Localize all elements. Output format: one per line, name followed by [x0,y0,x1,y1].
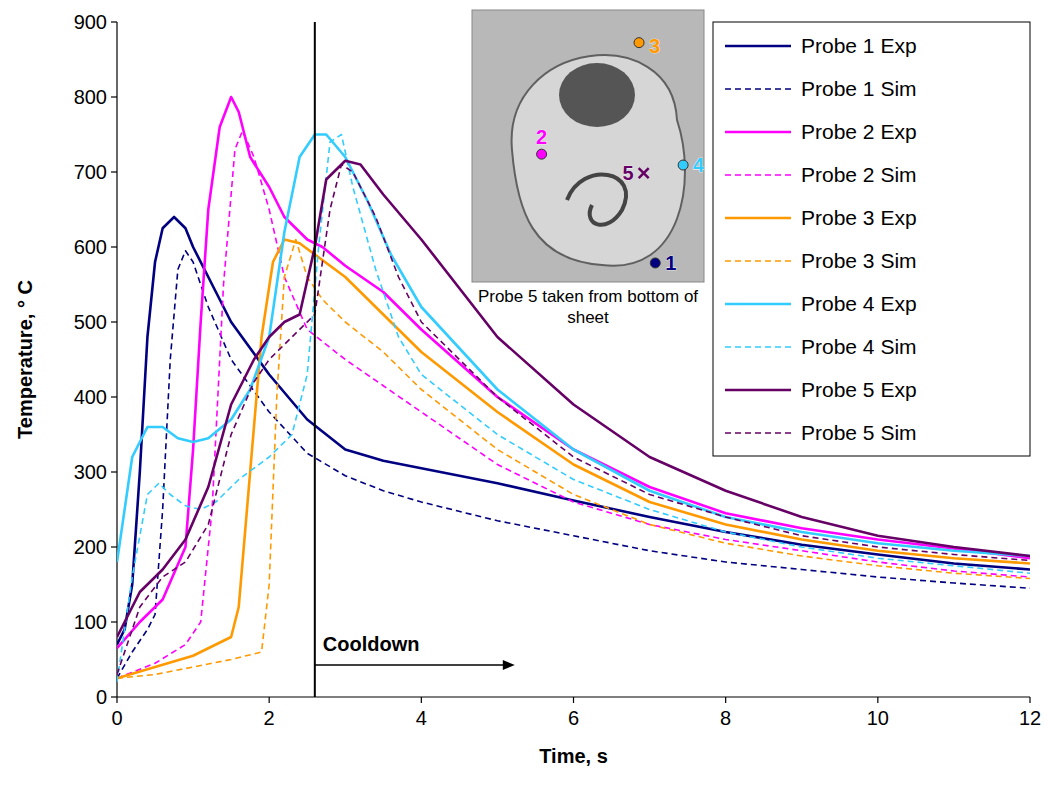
legend-swatch [725,131,791,134]
legend-swatch [725,346,791,348]
inset-weld [512,55,685,266]
x-tick [269,697,270,703]
legend-label: Probe 4 Exp [801,292,917,315]
chart: 0100200300400500600700800900024681012Tim… [0,0,1047,803]
probe-marker [650,258,660,268]
y-tick-label: 600 [74,236,107,258]
legend-swatch [725,88,791,90]
probe-label: 1 [665,252,676,274]
legend-swatch [725,217,791,220]
legend-label: Probe 1 Exp [801,34,917,57]
probe-label: 3 [649,35,660,57]
caption-line: sheet [567,308,609,327]
x-tick-label: 4 [416,707,427,729]
inset-caption: Probe 5 taken from bottom of sheet [478,287,698,327]
series-line [117,240,1030,679]
y-tick [111,21,117,22]
legend-swatch [725,303,791,306]
y-tick [111,621,117,622]
x-tick [116,697,117,703]
x-tick [421,697,422,703]
legend-swatch [725,260,791,262]
y-tick [111,171,117,172]
y-tick-label: 900 [74,11,107,33]
caption-line: Probe 5 taken from bottom of [478,287,698,306]
y-tick-label: 700 [74,161,107,183]
legend-swatch [725,174,791,176]
y-tick-label: 400 [74,386,107,408]
probe-label: 5 [623,162,634,184]
x-tick [573,697,574,703]
y-tick [111,321,117,322]
x-tick-label: 10 [867,707,889,729]
x-tick-label: 0 [111,707,122,729]
legend-swatch [725,45,791,48]
legend-label: Probe 1 Sim [801,77,917,100]
probe-marker [639,168,649,178]
legend-label: Probe 3 Sim [801,249,917,272]
probe-label: 2 [536,126,547,148]
y-axis-title: Temperature, ° C [14,280,36,439]
y-tick [111,246,117,247]
legend-swatch [725,389,791,392]
y-tick-label: 800 [74,86,107,108]
inset-swirl [567,175,626,225]
y-tick-label: 300 [74,461,107,483]
series-line [117,240,1030,679]
x-tick-label: 8 [720,707,731,729]
probe-label: 4 [693,154,705,176]
probe-marker [634,38,644,48]
y-tick-label: 200 [74,536,107,558]
x-tick [877,697,878,703]
y-tick [111,546,117,547]
cooldown-line [314,22,316,697]
y-tick-label: 100 [74,611,107,633]
y-axis [116,22,117,697]
y-tick-label: 500 [74,311,107,333]
x-tick-label: 2 [264,707,275,729]
x-tick [725,697,726,703]
legend-label: Probe 4 Sim [801,335,917,358]
legend-label: Probe 2 Exp [801,120,917,143]
series-group [117,22,1030,697]
y-tick [111,471,117,472]
inset-image [472,10,704,282]
x-tick-label: 6 [568,707,579,729]
y-tick [111,96,117,97]
probe-marker [537,149,547,159]
cooldown-arrowhead [503,660,515,670]
probe-marker [678,160,688,170]
y-tick-label: 0 [96,686,107,708]
x-tick-label: 12 [1019,707,1041,729]
x-axis-title: Time, s [539,745,608,767]
cooldown-arrow [315,664,505,666]
legend-box [713,22,1030,456]
annotation: Cooldown [323,633,420,655]
x-tick [1029,697,1030,703]
legend-swatch [725,432,791,434]
legend-label: Probe 2 Sim [801,163,917,186]
legend-label: Probe 5 Exp [801,378,917,401]
legend-label: Probe 5 Sim [801,421,917,444]
y-tick [111,396,117,397]
inset-hole [559,63,635,127]
y-tick [111,696,117,697]
legend-label: Probe 3 Exp [801,206,917,229]
